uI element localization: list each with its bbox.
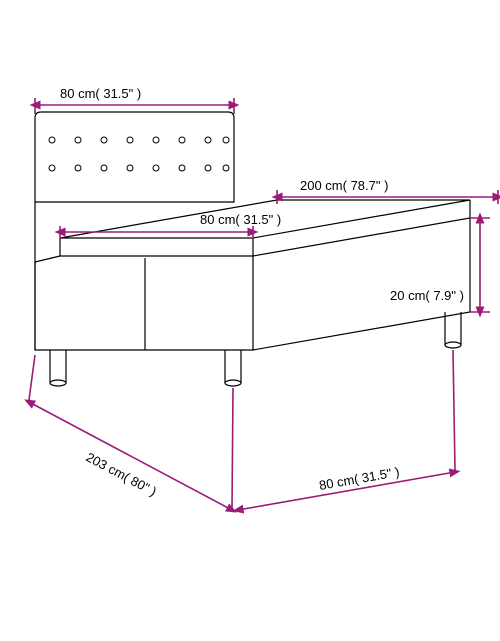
label-overall-length: 203 cm( 80" ) [84, 449, 160, 499]
mattress-top [60, 200, 470, 256]
headboard [35, 112, 234, 202]
label-bed-length: 200 cm( 78.7" ) [300, 178, 388, 193]
label-headboard-width: 80 cm( 31.5" ) [60, 86, 141, 101]
bed-dimension-diagram: 80 cm( 31.5" ) 200 cm( 78.7" ) 80 cm( 31… [0, 0, 500, 641]
dim-mattress-height [470, 218, 490, 312]
label-mattress-width: 80 cm( 31.5" ) [200, 212, 281, 227]
label-mattress-height: 20 cm( 7.9" ) [390, 288, 464, 303]
